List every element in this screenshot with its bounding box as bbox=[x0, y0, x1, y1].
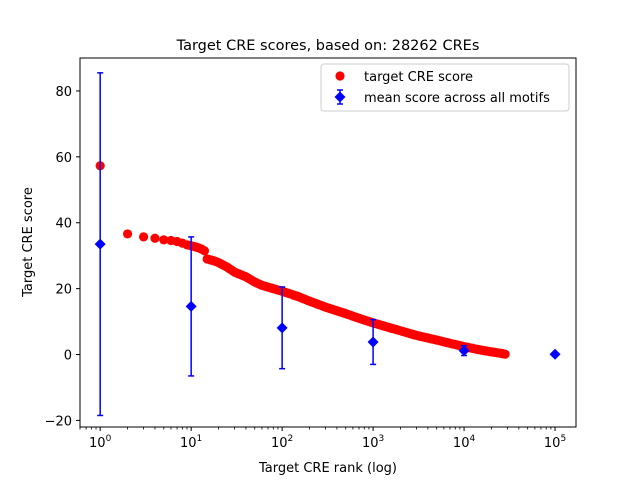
y-tick-label: −20 bbox=[45, 414, 72, 429]
y-tick-label: 0 bbox=[64, 349, 72, 364]
x-tick-label: 101 bbox=[180, 434, 202, 451]
legend-marker-score bbox=[335, 71, 345, 81]
mean-marker-0 bbox=[94, 238, 106, 250]
legend-box bbox=[320, 63, 570, 112]
legend-marker-mean bbox=[334, 91, 346, 103]
chart-title: Target CRE scores, based on: 28262 CREs bbox=[176, 38, 480, 54]
legend-label-mean: mean score across all motifs bbox=[364, 91, 550, 106]
x-tick-label: 105 bbox=[544, 434, 566, 451]
y-axis-label: Target CRE score bbox=[21, 187, 36, 298]
mean-marker-3 bbox=[367, 336, 379, 348]
y-tick-label: 40 bbox=[55, 217, 72, 232]
y-tick-label: 20 bbox=[55, 283, 72, 298]
x-axis-label: Target CRE rank (log) bbox=[258, 461, 397, 476]
mean-marker-5 bbox=[549, 348, 561, 360]
score-point-2 bbox=[138, 232, 149, 242]
y-tick-label: 60 bbox=[55, 151, 72, 166]
x-tick-label: 102 bbox=[271, 434, 293, 451]
score-point-3 bbox=[150, 233, 160, 243]
legend-label-score: target CRE score bbox=[364, 70, 473, 85]
score-point-4 bbox=[159, 235, 169, 245]
x-tick-label: 103 bbox=[362, 434, 384, 451]
x-tick-label: 104 bbox=[453, 434, 476, 451]
score-point-17 bbox=[199, 246, 210, 256]
plot-area bbox=[94, 72, 561, 417]
score-point-200 bbox=[500, 349, 510, 359]
mean-marker-4 bbox=[458, 345, 470, 357]
legend: target CRE score mean score across all mo… bbox=[320, 63, 570, 112]
x-tick-label: 100 bbox=[89, 434, 112, 451]
mean-marker-1 bbox=[185, 300, 197, 312]
mean-marker-2 bbox=[276, 322, 288, 334]
axes: −20 0 20 40 60 80 100 101 102 103 104 105 bbox=[45, 57, 577, 451]
axes-frame bbox=[79, 57, 577, 428]
y-tick-label: 80 bbox=[55, 85, 72, 100]
score-point-1 bbox=[122, 229, 133, 239]
